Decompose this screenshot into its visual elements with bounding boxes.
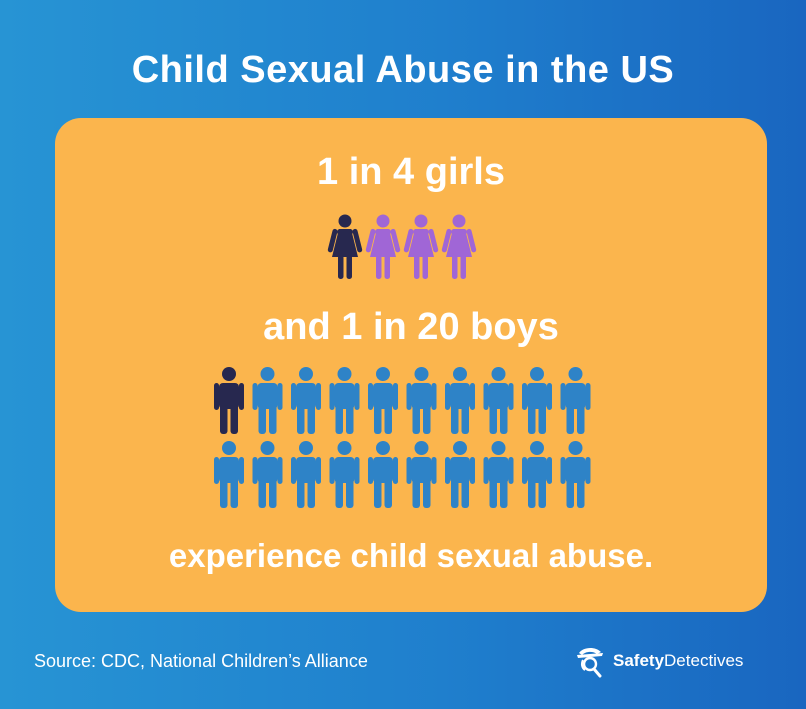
girls-stat: 1 in 4 girls xyxy=(317,151,505,193)
brand-name-light: Detectives xyxy=(664,651,744,670)
detective-hat-logo-icon xyxy=(577,647,603,678)
boys-stat: and 1 in 20 boys xyxy=(263,306,559,348)
brand-logo[interactable]: SafetyDetectives xyxy=(575,643,743,679)
brand-name-bold: Safety xyxy=(613,651,665,670)
stats-card xyxy=(55,118,767,612)
abuse-caption: experience child sexual abuse. xyxy=(168,537,654,574)
source-citation: Source: CDC, National Children’s Allianc… xyxy=(34,651,368,671)
infographic-title: Child Sexual Abuse in the US xyxy=(131,49,675,91)
